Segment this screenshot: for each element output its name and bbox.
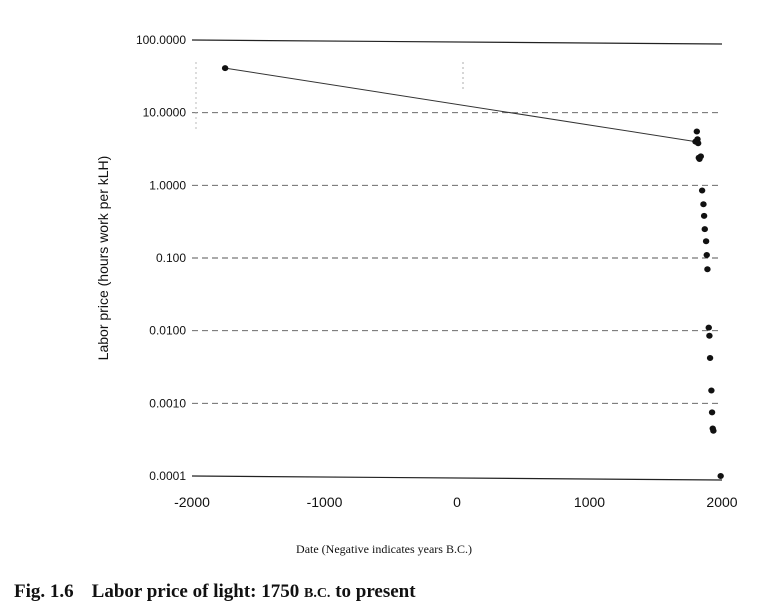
- x-tick-label: -2000: [174, 494, 210, 510]
- data-point: [698, 187, 706, 194]
- data-point: [703, 251, 710, 258]
- y-tick-label: 0.0001: [149, 469, 186, 483]
- y-tick-label: 0.0010: [149, 396, 186, 410]
- data-point: [717, 473, 724, 479]
- data-point: [708, 409, 716, 416]
- x-tick-label: 2000: [706, 494, 737, 510]
- y-tick-label: 1.0000: [149, 178, 186, 192]
- x-tick-labels: -2000 -1000 0 1000 2000: [174, 494, 738, 510]
- y-tick-label: 10.0000: [143, 106, 187, 120]
- y-tick-labels: 100.0000 10.0000 1.0000 0.100 0.0100 0.0010 0.…: [136, 33, 186, 483]
- figure-caption: Fig. 1.6 Labor price of light: 1750 B.C. …: [14, 581, 416, 603]
- y-axis-label: Labor price (hours work per kLH): [95, 156, 111, 361]
- y-tick-label: 0.0100: [149, 324, 186, 338]
- data-point: [697, 153, 704, 160]
- caption-title: Labor price of light: 1750 B.C. to prese…: [92, 581, 416, 602]
- gridline-y: [191, 39, 723, 45]
- gridline-y: [191, 475, 723, 481]
- x-tick-label: 1000: [574, 494, 605, 510]
- data-point: [705, 324, 712, 331]
- gridlines: [191, 39, 723, 481]
- data-point: [700, 212, 708, 219]
- y-tick-label: 0.100: [156, 251, 186, 265]
- x-axis-label: Date (Negative indicates years B.C.): [296, 542, 472, 556]
- data-series: [221, 65, 724, 479]
- data-point: [704, 266, 711, 273]
- data-point: [694, 140, 702, 147]
- data-point: [700, 201, 707, 208]
- data-point: [706, 355, 714, 362]
- y-tick-label: 100.0000: [136, 33, 186, 47]
- x-tick-label: -1000: [307, 494, 343, 510]
- x-tick-label: 0: [453, 494, 461, 510]
- figure-number: Fig. 1.6: [14, 581, 74, 602]
- data-point: [710, 427, 717, 434]
- caption-title-era: B.C.: [303, 586, 331, 601]
- caption-title-main: Labor price of light: 1750: [91, 581, 304, 602]
- caption-title-end: to present: [330, 581, 416, 602]
- data-point: [221, 65, 229, 72]
- data-point: [706, 332, 713, 339]
- series-line: [225, 67, 696, 143]
- data-point: [702, 238, 710, 245]
- data-point: [701, 226, 708, 233]
- data-point: [693, 128, 701, 135]
- data-point: [708, 387, 715, 394]
